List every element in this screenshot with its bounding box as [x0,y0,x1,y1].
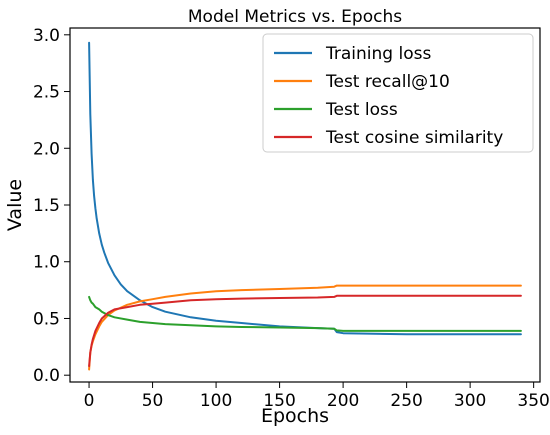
x-tick-label: 350 [517,391,549,411]
legend-label-test-cosine-similarity: Test cosine similarity [325,128,503,148]
chart-title: Model Metrics vs. Epochs [188,7,402,27]
legend-box [262,33,534,153]
legend: Training loss Test recall@10 Test loss Test… [262,33,534,153]
legend-label-test-recall-10: Test recall@10 [325,72,450,92]
y-tick-label: 3.0 [33,26,60,46]
y-tick-label: 1.5 [33,196,60,216]
y-tick-label: 1.0 [33,253,60,273]
y-axis: 0.0 0.5 1.0 1.5 2.0 2.5 3.0 [33,26,70,386]
x-tick-label: 0 [84,391,95,411]
y-tick-label: 2.5 [33,83,60,103]
x-tick-label: 300 [454,391,486,411]
series-line-test-loss [88,295,522,332]
series-line-test-cosine-similarity [88,294,522,368]
y-tick-label: 2.0 [33,139,60,159]
legend-label-test-loss: Test loss [325,100,398,120]
x-axis-label: Epochs [261,405,329,427]
x-tick-label: 150 [263,391,295,411]
x-tick-label: 50 [142,391,164,411]
y-tick-label: 0.0 [33,366,60,386]
x-tick-label: 100 [200,391,232,411]
x-tick-label: 250 [390,391,422,411]
y-axis-label: Value [4,179,26,231]
x-tick-label: 200 [327,391,359,411]
x-axis: 0 50 100 150 200 250 300 350 [84,382,550,411]
series-layer [88,41,522,371]
legend-label-training-loss: Training loss [325,44,431,64]
y-tick-label: 0.5 [33,309,60,329]
